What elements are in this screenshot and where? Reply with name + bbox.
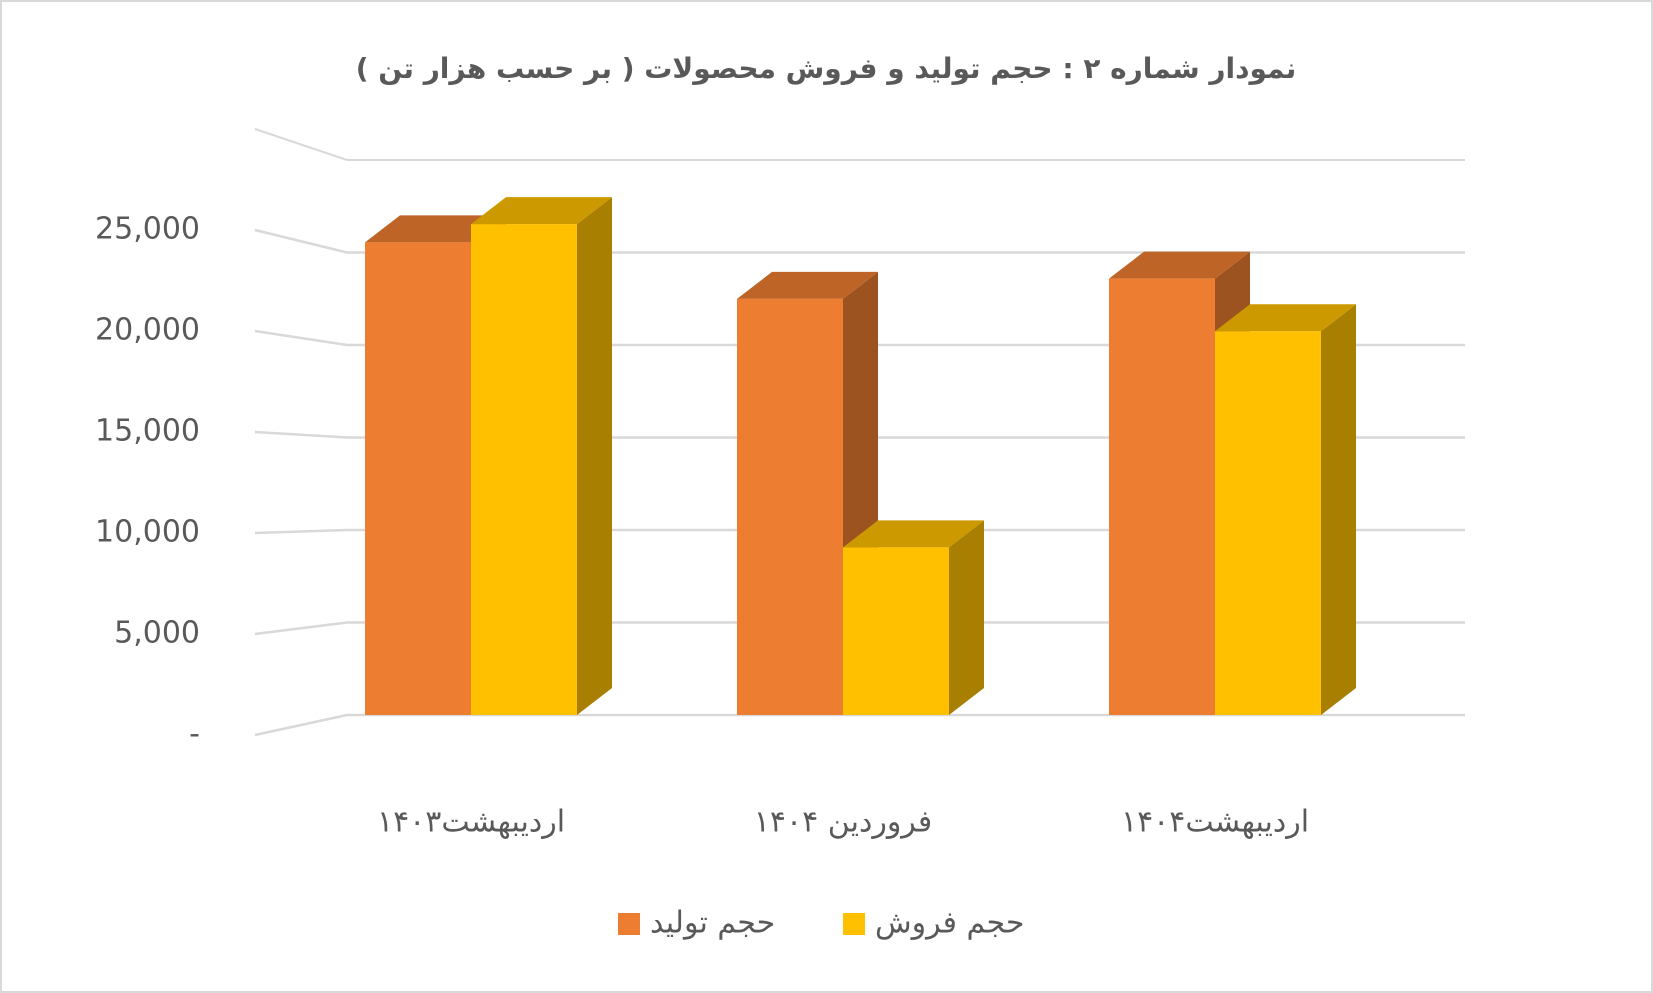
bar-top <box>471 197 612 225</box>
bar-top <box>1215 304 1356 332</box>
y-tick-label: 10,000 <box>95 515 200 550</box>
bar-side <box>949 520 984 715</box>
y-tick-label: - <box>189 717 200 752</box>
bar <box>843 520 984 715</box>
grid-line <box>254 621 1465 636</box>
chart-title: نمودار شماره ۲ : حجم تولید و فروش محصولا… <box>356 52 1297 85</box>
y-tick-label: 25,000 <box>95 212 200 247</box>
bar <box>1215 304 1356 715</box>
bar-top <box>365 215 506 243</box>
bar-top <box>1109 251 1250 279</box>
grid-line <box>254 228 1465 254</box>
y-tick-label: 15,000 <box>95 414 200 449</box>
bar-side <box>577 197 612 715</box>
bar-front <box>365 242 471 715</box>
bar-front <box>843 547 949 715</box>
y-tick-label: 20,000 <box>95 313 200 348</box>
bar-front <box>737 298 843 715</box>
bar-front <box>1109 278 1215 715</box>
bar-front <box>471 224 577 715</box>
x-tick-label: اردیبهشت۱۴۰۴ <box>1121 805 1309 840</box>
y-tick-label: 5,000 <box>114 616 200 651</box>
bar-front <box>1215 331 1321 715</box>
x-tick-label: اردیبهشت۱۴۰۳ <box>377 805 565 840</box>
wall-edge <box>254 128 1465 161</box>
bar-top <box>737 271 878 299</box>
grid-line <box>254 430 1465 439</box>
legend-label: حجم فروش <box>875 906 1024 941</box>
legend-swatch <box>843 913 865 935</box>
bar <box>471 197 612 715</box>
grid-line <box>254 329 1465 347</box>
legend-label: حجم تولید <box>650 906 775 941</box>
grid-line <box>254 713 1465 737</box>
legend-swatch <box>618 913 640 935</box>
bar-side <box>1321 304 1356 715</box>
x-tick-label: فروردین ۱۴۰۴ <box>754 805 932 840</box>
bar-top <box>843 520 984 548</box>
grid-line <box>254 528 1465 535</box>
